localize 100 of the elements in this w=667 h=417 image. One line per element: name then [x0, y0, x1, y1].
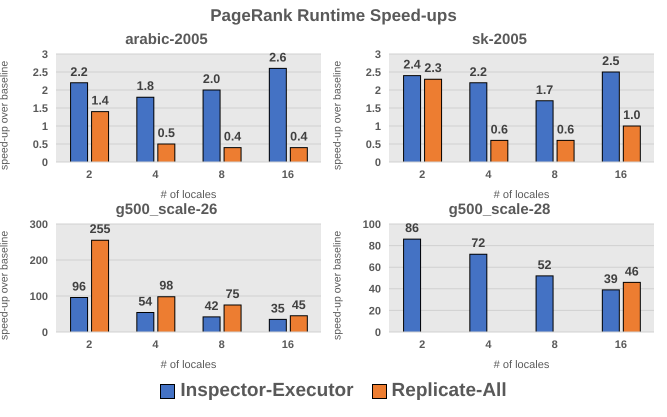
y-tick-label: 0.5	[366, 138, 381, 151]
y-tick-label: 0	[42, 156, 48, 169]
x-axis-title: # of locales	[494, 359, 550, 371]
y-tick-label: 0	[42, 326, 48, 339]
x-tick-label: 16	[614, 338, 627, 351]
x-tick-label: 2	[86, 338, 92, 351]
y-tick-label: 300	[30, 218, 48, 231]
x-tick-label: 16	[282, 168, 294, 181]
x-tick-label: 16	[282, 338, 294, 351]
bar	[268, 68, 287, 162]
y-axis-title: speed-up over baseline	[0, 60, 11, 170]
data-label: 2.6	[269, 50, 287, 64]
data-label: 42	[204, 298, 219, 313]
x-tick-label: 8	[552, 168, 558, 181]
bar	[622, 282, 641, 332]
data-label: 86	[405, 221, 420, 236]
bar	[224, 304, 242, 332]
y-tick-label: 80	[368, 240, 381, 253]
data-label: 39	[604, 272, 618, 286]
y-tick-label: 2	[42, 84, 48, 97]
y-tick-label: 0.5	[32, 138, 48, 151]
bar	[403, 75, 422, 162]
y-tick-label: 60	[368, 262, 381, 274]
y-tick-label: 0	[374, 156, 381, 169]
bar	[602, 72, 620, 162]
y-tick-label: 2	[374, 84, 381, 97]
bar	[136, 96, 154, 162]
y-tick-label: 1.5	[366, 102, 381, 115]
data-label: 1.8	[136, 79, 154, 94]
data-label: 255	[90, 222, 111, 236]
x-tick-label: 4	[485, 168, 492, 181]
y-tick-label: 200	[30, 254, 48, 267]
legend-label: Inspector-Executor	[179, 380, 354, 402]
bar	[91, 111, 110, 162]
y-tick-label: 100	[30, 290, 48, 303]
data-label: 2.4	[403, 58, 421, 72]
data-label: 0.6	[556, 122, 574, 136]
bar	[556, 140, 575, 162]
y-tick-label: 1	[42, 120, 48, 133]
data-label: 2.2	[70, 64, 88, 79]
y-tick-label: 40	[368, 284, 381, 296]
y-tick-label: 3	[374, 48, 381, 61]
data-label: 35	[270, 301, 285, 316]
bar	[290, 147, 308, 162]
y-tick-label: 2.5	[366, 66, 381, 79]
y-tick-label: 100	[362, 218, 381, 231]
legend-label: Replicate-All	[390, 380, 507, 402]
bar	[290, 315, 308, 332]
x-tick-label: 2	[419, 338, 426, 351]
chart-subtitle: arabic-2005	[124, 30, 209, 50]
bar	[424, 78, 442, 162]
x-tick-label: 2	[86, 168, 92, 181]
bar	[70, 296, 88, 332]
x-tick-label: 8	[218, 168, 225, 181]
y-tick-label: 3	[42, 48, 48, 61]
y-tick-label: 0	[374, 326, 381, 339]
y-tick-label: 1.5	[32, 102, 48, 115]
x-tick-label: 4	[485, 338, 492, 351]
chart-title: PageRank Runtime Speed-ups	[209, 5, 458, 27]
data-label: 2.2	[470, 64, 488, 79]
data-label: 0.6	[490, 122, 508, 136]
bar	[157, 296, 176, 332]
bar	[136, 312, 154, 332]
bar	[469, 82, 488, 162]
data-label: 1.0	[623, 108, 641, 122]
data-label: 0.4	[290, 130, 308, 144]
data-label: 0.4	[224, 130, 242, 144]
data-label: 45	[292, 298, 306, 312]
y-tick-label: 20	[368, 305, 381, 318]
chart-title: g500_scale-28	[448, 200, 552, 220]
data-label: 2.5	[602, 54, 620, 68]
bar	[403, 238, 422, 332]
y-tick-label: 2.5	[32, 66, 48, 79]
x-tick-label: 16	[614, 168, 627, 181]
data-label: 1.7	[536, 82, 554, 97]
bar	[268, 318, 287, 332]
bar	[622, 126, 641, 162]
data-label: 2.0	[202, 72, 220, 86]
bar	[224, 147, 242, 162]
bar	[490, 140, 508, 162]
data-label: 46	[624, 264, 639, 278]
data-label: 75	[226, 287, 240, 301]
chart-title: g500_scale-26	[114, 200, 218, 220]
data-label: 72	[471, 236, 486, 250]
data-label: 98	[159, 278, 174, 293]
x-tick-label: 4	[152, 338, 160, 351]
bar	[91, 240, 110, 332]
bar	[536, 275, 554, 332]
bar	[70, 82, 88, 162]
x-axis-title: # of locales	[160, 189, 217, 201]
x-tick-label: 4	[152, 168, 160, 181]
data-label: 1.4	[91, 94, 109, 108]
bar	[157, 144, 176, 162]
chart-title: sk-2005	[470, 30, 528, 50]
y-axis-title: speed-up over baseline	[332, 230, 344, 340]
data-label: 52	[538, 258, 552, 272]
bar	[469, 254, 488, 332]
data-label: 54	[138, 294, 152, 309]
x-tick-label: 8	[218, 338, 225, 351]
data-label: 0.5	[158, 126, 176, 140]
